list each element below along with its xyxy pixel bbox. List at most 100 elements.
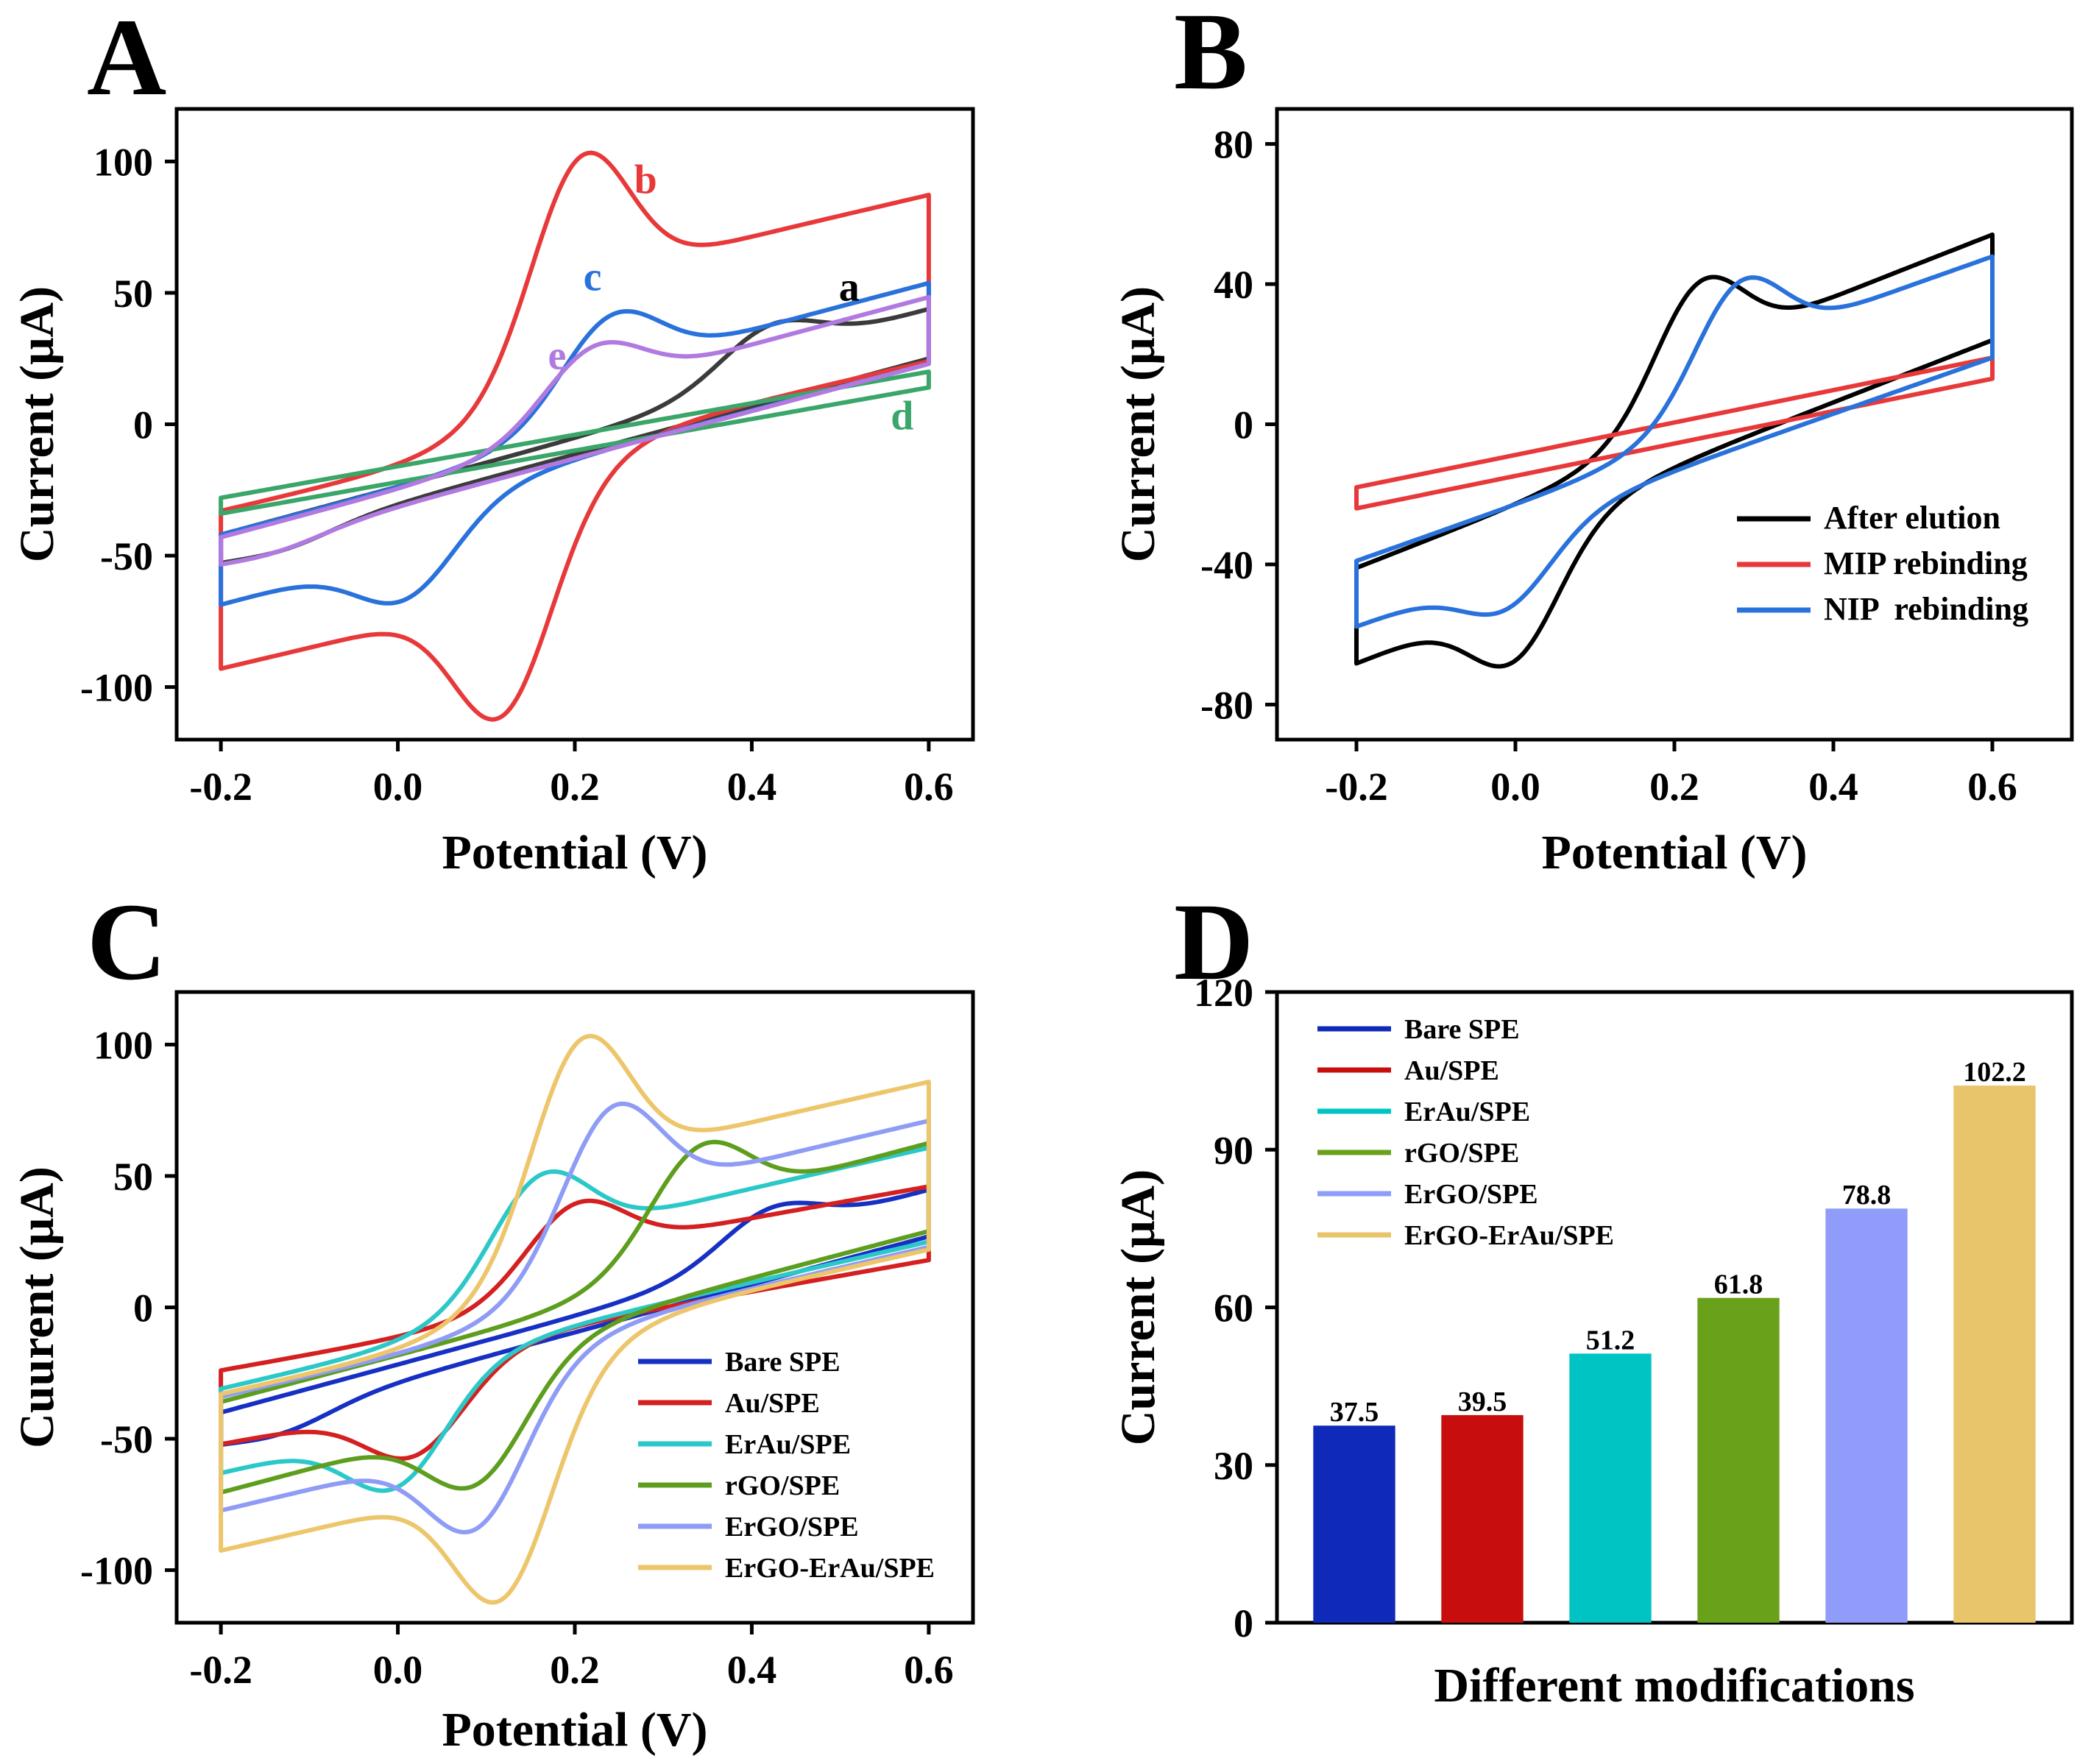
bar-value-label: 61.8 [1714,1269,1763,1300]
bar-value-label: 51.2 [1586,1325,1635,1356]
legend-label: ErGO-ErAu/SPE [725,1553,935,1584]
panel-c-cv-chart: -0.2 0.0 0.2 0.4 0.6 -100 -50 0 50 100 Potential (… [10,990,975,1757]
bar-value-label: 102.2 [1963,1057,2026,1088]
y-axis-title: Current (μA) [10,286,64,562]
legend-label: ErAu/SPE [725,1429,851,1460]
y-tick-label: 50 [113,1155,153,1199]
panel-letter-c: C [87,881,166,1003]
legend-label: rGO/SPE [725,1470,840,1501]
y-tick-label: -100 [80,666,153,710]
y-tick-label: -80 [1200,683,1253,727]
series-curve-c [219,280,931,607]
bar-erau-spe [1569,1353,1652,1623]
x-tick-label: 0.0 [373,1648,423,1692]
y-axis-title: Current (μA) [1111,286,1165,562]
legend-label: After elution [1824,500,2000,536]
legend-label: Bare SPE [725,1347,841,1378]
curves [1354,232,1995,669]
y-tick-label: 0 [1234,403,1253,447]
y-tick-label: -40 [1200,543,1253,587]
y-tick-label: 100 [93,1023,153,1067]
y-tick-label: 0 [1234,1601,1253,1646]
x-tick-label: 0.6 [904,1648,954,1692]
legend: Bare SPE Au/SPE ErAu/SPE rGO/SPE ErGO/SPE ErG… [638,1347,935,1584]
curve-label-d: d [891,394,913,439]
curve-label-a: a [839,265,860,311]
panel-letter-a: A [87,0,166,118]
series-curve-d [219,369,931,516]
y-tick-label: 120 [1194,971,1253,1015]
x-tick-label: 0.2 [550,1648,600,1692]
x-axis-title: Potential (V) [442,826,707,879]
legend-label: MIP rebinding [1824,545,2028,581]
curves [219,150,931,722]
bar-au-spe [1441,1414,1524,1623]
x-tick-label: 0.4 [727,1648,777,1692]
legend-label: Au/SPE [725,1388,820,1419]
curve-label-e: e [548,333,567,379]
x-tick-label: -0.2 [1325,765,1387,809]
legend-label: rGO/SPE [1404,1138,1519,1169]
legend-label: NIP rebinding [1824,591,2028,627]
curve-label-b: b [634,157,657,202]
panel-a-cv-chart: -0.2 0.0 0.2 0.4 0.6 -100 -50 0 50 100 Potential (… [10,107,975,879]
series-curve-bare-spe [219,1187,931,1448]
x-tick-label: 0.4 [1808,765,1858,809]
series-curve-ergo-erau-spe [219,1033,931,1605]
x-tick-label: 0.6 [1967,765,2017,809]
bar-rgo-spe [1697,1297,1780,1623]
y-tick-label: 30 [1214,1444,1253,1488]
x-tick-label: -0.2 [189,1648,252,1692]
bar-value-label: 37.5 [1330,1397,1379,1428]
legend: After elution MIP rebinding NIP rebinding [1737,500,2028,627]
legend-label: ErGO/SPE [725,1512,859,1542]
y-tick-label: 80 [1214,123,1253,167]
x-axis-title: Different modifications [1434,1659,1914,1712]
legend-label: ErAu/SPE [1404,1097,1530,1127]
y-tick-label: -50 [100,534,153,578]
y-tick-label: -100 [80,1549,153,1593]
y-tick-label: -50 [100,1417,153,1462]
bar-ergo-spe [1825,1208,1908,1623]
x-tick-label: 0.2 [550,765,600,809]
legend-label: Bare SPE [1404,1014,1520,1045]
panel-d-bar-chart: 0 30 60 90 120 Different modifications Current… [1111,971,2074,1712]
series-curve-nip-rebinding [1354,254,1995,629]
x-axis-title: Potential (V) [442,1703,707,1757]
y-axis-title: Current (μA) [1111,1169,1165,1445]
x-tick-label: 0.4 [727,765,777,809]
curve-label-c: c [584,254,602,300]
x-tick-label: 0.6 [904,765,954,809]
x-tick-label: 0.2 [1649,765,1699,809]
bar-ergo-erau-spe [1953,1085,2036,1623]
x-tick-label: -0.2 [189,765,252,809]
y-tick-label: 0 [133,403,153,447]
legend: Bare SPE Au/SPE ErAu/SPE rGO/SPE ErGO/SPE ErG… [1317,1014,1614,1251]
legend-label: Au/SPE [1404,1055,1499,1086]
x-tick-label: 0.0 [373,765,423,809]
bar-value-label: 78.8 [1842,1180,1892,1211]
y-tick-label: 50 [113,272,153,316]
series-curve-mip-rebinding [1354,355,1995,511]
legend-label: ErGO-ErAu/SPE [1404,1220,1614,1251]
panel-letter-d: D [1174,881,1253,1003]
y-tick-label: 0 [133,1286,153,1331]
series-curve-e [219,294,931,567]
x-axis-title: Potential (V) [1541,826,1807,879]
bar-value-label: 39.5 [1458,1386,1507,1417]
panel-b-cv-chart: -0.2 0.0 0.2 0.4 0.6 -80 -40 0 40 80 Potential (V)… [1111,107,2074,879]
y-tick-label: 90 [1214,1128,1253,1172]
panel-letter-b: B [1174,0,1248,113]
y-tick-label: 100 [93,140,153,184]
bar-bare-spe [1313,1425,1395,1623]
y-tick-label: 40 [1214,263,1253,307]
curves [219,1033,931,1605]
series-curve-au-spe [219,1184,931,1461]
plot-frame [174,107,975,742]
legend-label: ErGO/SPE [1404,1179,1538,1210]
plot-frame [1275,990,2074,1625]
y-tick-label: 60 [1214,1286,1253,1331]
y-axis-title: Cuurent (μA) [10,1166,64,1448]
x-tick-label: 0.0 [1490,765,1540,809]
